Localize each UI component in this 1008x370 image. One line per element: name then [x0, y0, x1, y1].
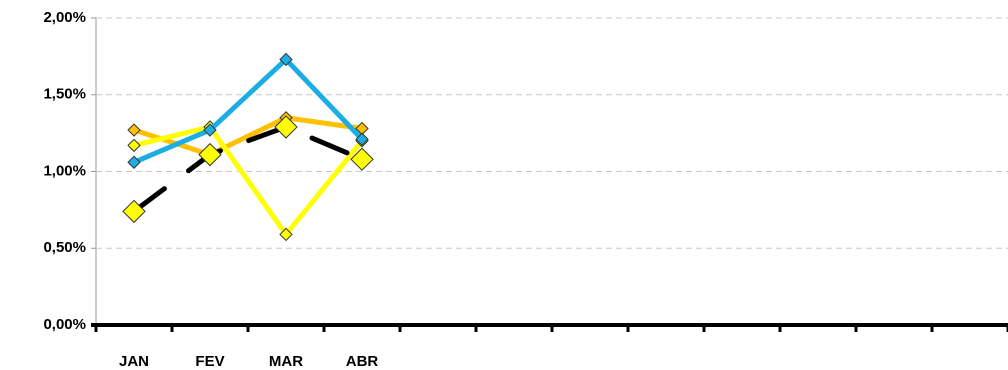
x-tick-label: FEV — [195, 353, 224, 370]
data-point — [274, 115, 298, 139]
data-point — [355, 132, 369, 146]
data-point — [350, 147, 374, 171]
data-point — [279, 227, 293, 242]
series-line — [131, 124, 365, 214]
y-tick-label: 0,50% — [43, 239, 86, 256]
data-point — [127, 138, 141, 153]
y-tick-label: 1,00% — [43, 162, 86, 179]
y-tick-label: 2,00% — [43, 9, 86, 26]
series-line — [131, 56, 365, 165]
data-point — [127, 123, 141, 137]
data-point — [122, 199, 146, 224]
data-point — [203, 123, 217, 137]
series-line — [131, 124, 365, 237]
data-point — [198, 142, 222, 167]
x-tick-label: JAN — [119, 353, 149, 370]
x-tick-label: MAR — [269, 353, 303, 370]
x-tick-label: ABR — [346, 353, 379, 370]
series-line — [131, 115, 365, 158]
data-point — [279, 52, 293, 67]
data-point — [127, 155, 141, 169]
y-tick-label: 1,50% — [43, 86, 86, 103]
y-tick-label: 0,00% — [43, 316, 86, 333]
